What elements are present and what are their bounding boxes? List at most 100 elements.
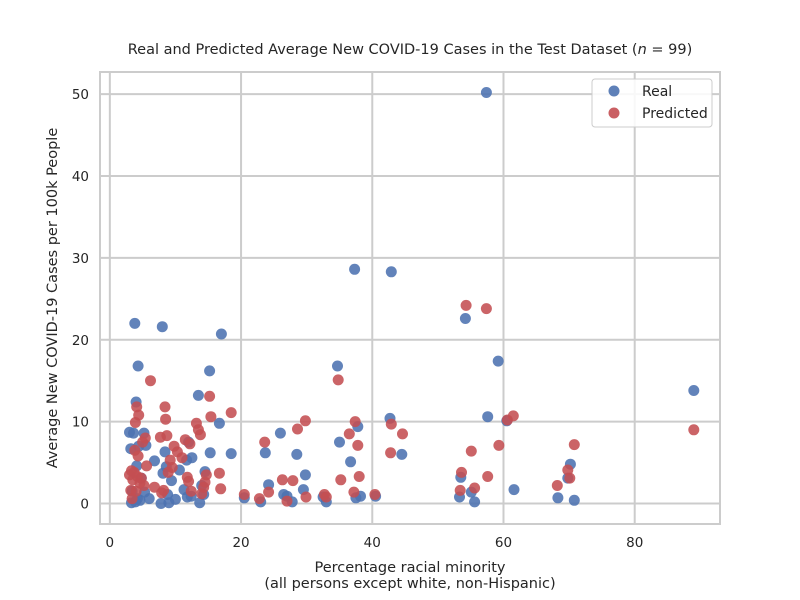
predicted-point [385, 418, 397, 430]
predicted-point [215, 483, 227, 495]
predicted-point [238, 489, 250, 500]
predicted-point [183, 475, 195, 487]
predicted-point [138, 480, 150, 491]
predicted-point [369, 489, 381, 500]
predicted-point [454, 484, 466, 496]
real-point [186, 452, 198, 464]
x-tick-labels: 0 20 40 60 80 [106, 535, 644, 551]
predicted-point [332, 374, 344, 386]
real-point [492, 355, 504, 367]
predicted-point [225, 407, 237, 419]
real-point [204, 365, 216, 377]
predicted-point [139, 432, 151, 444]
predicted-point [281, 495, 293, 507]
y-tick-label: 10 [72, 415, 89, 431]
series-predicted-points [124, 299, 700, 507]
predicted-point [568, 439, 580, 451]
predicted-point [194, 429, 206, 441]
predicted-point [292, 423, 303, 435]
predicted-point [131, 401, 143, 413]
real-point [169, 493, 181, 505]
real-point [345, 456, 357, 468]
predicted-point [205, 411, 217, 423]
real-point [688, 385, 700, 396]
predicted-point [352, 439, 364, 451]
predicted-point [166, 462, 178, 473]
predicted-point [348, 486, 360, 498]
y-tick-label: 30 [72, 251, 89, 267]
real-point [482, 411, 494, 423]
real-point [192, 389, 204, 401]
predicted-point [564, 472, 576, 484]
predicted-point [456, 466, 467, 478]
predicted-point [469, 482, 481, 494]
real-point [349, 263, 361, 275]
y-tick-label: 40 [72, 169, 89, 185]
predicted-point [335, 474, 347, 486]
x-tick-label: 60 [495, 535, 512, 551]
predicted-point [343, 428, 355, 440]
predicted-point [300, 491, 312, 503]
predicted-point [145, 375, 156, 387]
predicted-point [276, 474, 288, 486]
predicted-point [253, 493, 265, 505]
predicted-point [259, 436, 271, 448]
y-tick-label: 0 [80, 497, 89, 513]
legend: Real Predicted [591, 78, 713, 128]
x-tick-label: 0 [106, 535, 115, 551]
title-part-n: n [638, 42, 647, 58]
y-tick-label: 50 [72, 87, 89, 103]
predicted-point [287, 475, 299, 487]
predicted-point [132, 450, 144, 462]
real-point [385, 266, 397, 278]
real-point [291, 448, 303, 460]
predicted-point [263, 486, 275, 498]
predicted-point [397, 428, 408, 440]
predicted-point [185, 485, 197, 497]
title-part-1: Real and Predicted Average New COVID-19 … [128, 42, 638, 58]
title-part-2: = 99) [647, 42, 692, 58]
y-axis-label: Average New COVID-19 Cases per 100k Peop… [45, 128, 61, 469]
chart-title: Real and Predicted Average New COVID-19 … [128, 42, 693, 58]
real-point [143, 493, 155, 505]
real-point [149, 455, 160, 467]
real-point [480, 87, 492, 98]
real-point [469, 496, 481, 508]
predicted-point [160, 413, 172, 425]
predicted-point [158, 484, 170, 496]
real-point [215, 328, 227, 340]
real-point [259, 447, 271, 459]
real-point [156, 321, 168, 333]
real-point [299, 469, 311, 481]
x-tick-label: 20 [232, 535, 249, 551]
predicted-point [507, 410, 519, 422]
predicted-point [161, 430, 173, 442]
real-point [459, 313, 471, 324]
predicted-point [176, 452, 188, 464]
predicted-point [688, 424, 700, 436]
real-point [194, 497, 206, 509]
predicted-point [159, 401, 171, 413]
legend-predicted-marker [608, 107, 620, 119]
predicted-point [493, 439, 505, 451]
real-point [129, 317, 141, 329]
predicted-point [184, 438, 196, 450]
predicted-point [299, 415, 311, 427]
x-axis-label-line-1: Percentage racial minority [314, 560, 505, 576]
real-point [225, 448, 237, 460]
predicted-point [204, 390, 216, 402]
real-point [396, 448, 408, 460]
y-tick-labels: 0 10 20 30 40 50 [72, 87, 89, 512]
y-tick-label: 20 [72, 333, 89, 349]
predicted-point [349, 416, 361, 428]
legend-real-label: Real [642, 84, 672, 100]
predicted-point [213, 467, 225, 479]
legend-predicted-label: Predicted [642, 106, 708, 122]
real-point [508, 484, 520, 496]
real-point [332, 360, 343, 372]
real-point [128, 427, 139, 439]
real-point [274, 427, 286, 439]
real-point [334, 436, 345, 448]
real-point [132, 360, 144, 372]
